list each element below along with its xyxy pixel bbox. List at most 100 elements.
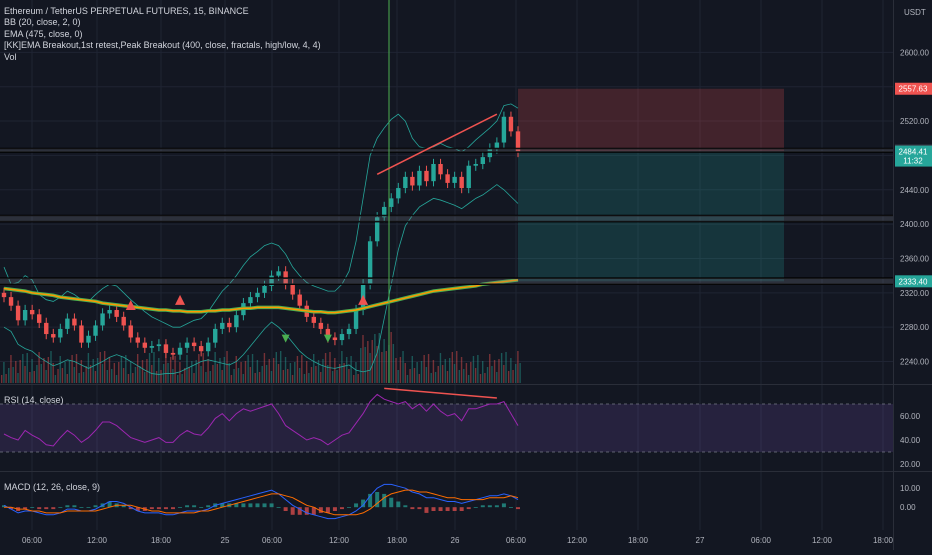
volume-bar bbox=[272, 358, 275, 383]
y-tick-label: 2600.00 bbox=[900, 48, 929, 57]
volume-bar bbox=[263, 353, 266, 383]
macd-histogram-bar bbox=[424, 507, 429, 513]
indicator-vol[interactable]: Vol bbox=[4, 51, 17, 62]
volume-bar bbox=[141, 360, 144, 383]
candle bbox=[452, 176, 457, 183]
volume-bar bbox=[219, 358, 221, 383]
macd-histogram-bar bbox=[347, 507, 352, 508]
indicator-ema[interactable]: EMA (475, close, 0) bbox=[4, 28, 83, 39]
macd-histogram-bar bbox=[163, 507, 168, 510]
macd-histogram-bar bbox=[269, 503, 274, 508]
volume-bar bbox=[360, 348, 362, 383]
volume-bar bbox=[441, 365, 444, 383]
candle bbox=[431, 164, 436, 182]
rsi-tick-label: 20.00 bbox=[900, 460, 921, 469]
volume-bar bbox=[265, 365, 268, 383]
macd-histogram-bar bbox=[192, 505, 197, 508]
x-tick-label: 06:00 bbox=[751, 536, 772, 545]
macd-histogram-bar bbox=[86, 507, 91, 508]
macd-histogram-bar bbox=[234, 503, 239, 508]
volume-bar bbox=[247, 355, 249, 383]
candle bbox=[58, 328, 63, 338]
candle bbox=[114, 310, 119, 317]
volume-bar bbox=[59, 356, 61, 383]
volume-bar bbox=[474, 368, 477, 383]
macd-histogram-bar bbox=[79, 507, 84, 508]
bb-lower-line bbox=[3, 184, 519, 375]
candle bbox=[508, 116, 514, 132]
price-label-box bbox=[895, 154, 932, 167]
volume-bar bbox=[172, 369, 174, 383]
volume-bar bbox=[254, 373, 256, 383]
volume-bar bbox=[411, 356, 413, 383]
macd-histogram-bar bbox=[30, 507, 35, 508]
volume-bar bbox=[282, 370, 285, 383]
indicator-bb[interactable]: BB (20, close, 2, 0) bbox=[4, 17, 81, 28]
candle bbox=[346, 328, 352, 335]
volume-bar bbox=[244, 361, 247, 383]
volume-bar bbox=[29, 372, 31, 383]
rsi-line bbox=[3, 393, 519, 447]
indicator-breakout[interactable]: [KK]EMA Breakout,1st retest,Peak Breakou… bbox=[4, 40, 321, 51]
volume-bar bbox=[258, 372, 261, 383]
volume-bar bbox=[510, 358, 512, 383]
volume-bar bbox=[303, 374, 306, 383]
volume-bar bbox=[240, 362, 242, 383]
volume-bar bbox=[80, 360, 83, 383]
rsi-tick-label: 40.00 bbox=[900, 436, 921, 445]
volume-bar bbox=[151, 365, 153, 383]
volume-bar bbox=[296, 356, 299, 383]
volume-bar bbox=[33, 371, 35, 383]
macd-histogram-bar bbox=[283, 507, 288, 511]
macd-histogram-bar bbox=[466, 507, 471, 510]
x-tick-label: 18:00 bbox=[628, 536, 649, 545]
candle bbox=[290, 284, 295, 295]
candle bbox=[445, 174, 450, 183]
volume-bar bbox=[5, 374, 7, 383]
volume-bar bbox=[362, 335, 364, 383]
volume-bar bbox=[390, 332, 392, 383]
macd-histogram-bar bbox=[410, 507, 415, 510]
volume-bar bbox=[395, 358, 397, 383]
macd-histogram-bar bbox=[262, 503, 267, 508]
rsi-label[interactable]: RSI (14, close) bbox=[4, 395, 64, 405]
price-label: 2333.40 bbox=[899, 277, 928, 286]
volume-bar bbox=[230, 375, 233, 383]
macd-histogram-bar bbox=[199, 507, 204, 508]
macd-histogram-bar bbox=[494, 505, 499, 508]
volume-bar bbox=[26, 353, 28, 383]
volume-bar bbox=[113, 363, 116, 383]
candle bbox=[107, 310, 112, 314]
macd-tick-label: 0.00 bbox=[900, 503, 916, 512]
volume-bar bbox=[75, 354, 78, 383]
volume-bar bbox=[19, 360, 21, 383]
volume-bar bbox=[310, 367, 313, 383]
volume-bar bbox=[73, 367, 76, 383]
legend: Ethereum / TetherUS PERPETUAL FUTURES, 1… bbox=[4, 6, 321, 63]
currency-label[interactable]: USDT bbox=[904, 8, 926, 17]
macd-histogram-bar bbox=[51, 507, 56, 510]
volume-bar bbox=[432, 360, 435, 383]
macd-label[interactable]: MACD (12, 26, close, 9) bbox=[4, 482, 101, 492]
x-tick-label: 06:00 bbox=[506, 536, 527, 545]
price-label-box bbox=[895, 275, 932, 288]
volume-bar bbox=[99, 352, 101, 383]
macd-histogram-bar bbox=[438, 507, 443, 511]
volume-bar bbox=[491, 366, 493, 383]
macd-histogram-bar bbox=[339, 507, 344, 510]
macd-histogram-bar bbox=[290, 507, 295, 515]
volume-bar bbox=[129, 361, 132, 383]
y-tick-label: 2440.00 bbox=[900, 186, 929, 195]
macd-histogram-bar bbox=[501, 503, 506, 508]
volume-bar bbox=[207, 359, 209, 383]
stop-zone bbox=[518, 88, 784, 152]
volume-bar bbox=[503, 365, 505, 383]
volume-bar bbox=[378, 333, 380, 383]
volume-bar bbox=[177, 375, 179, 383]
macd-histogram-bar bbox=[354, 503, 359, 508]
volume-bar bbox=[406, 375, 409, 383]
volume-bar bbox=[320, 372, 322, 383]
volume-bar bbox=[45, 370, 47, 383]
